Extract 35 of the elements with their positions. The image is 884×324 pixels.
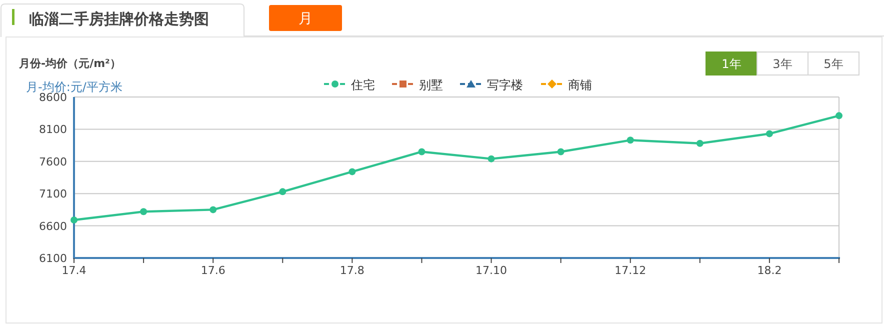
x-tick-label: 17.6 <box>200 264 226 277</box>
point <box>696 140 704 147</box>
point <box>766 130 773 138</box>
text: 5年 <box>824 57 844 71</box>
point <box>836 112 842 120</box>
y-tick-label: 8100 <box>39 123 67 136</box>
chart-title: 临淄二手房挂牌价格走势图 <box>29 10 209 28</box>
x-tick-label: 17.8 <box>340 264 364 277</box>
point <box>488 155 495 162</box>
point <box>418 148 426 156</box>
point <box>348 168 356 176</box>
y-tick-label: 7600 <box>39 155 67 168</box>
y-tick-label: 7100 <box>39 188 67 201</box>
y-axis-title: 月-均价:元/平方米 <box>26 80 122 94</box>
legend-label: 别墅 <box>419 78 443 92</box>
point <box>279 188 286 196</box>
x-tick-label: 17.12 <box>614 264 646 277</box>
x-tick-label: 18.2 <box>757 264 782 277</box>
point <box>557 148 564 156</box>
text: 3年 <box>772 57 792 71</box>
legend-label: 住宅 <box>350 78 375 92</box>
x-tick-label: 17.10 <box>476 264 508 277</box>
y-tick-label: 8600 <box>39 91 67 104</box>
text: 1年 <box>722 57 742 71</box>
legend-label: 商铺 <box>568 78 592 92</box>
x-tick-label: 17.4 <box>62 264 86 277</box>
text: 月 <box>298 11 312 27</box>
legend-label: 写字楼 <box>487 78 523 92</box>
point <box>140 208 148 216</box>
y-tick-label: 6600 <box>39 220 67 233</box>
point <box>626 136 634 144</box>
chart-subtitle: 月份-均价（元/m²） <box>18 57 121 70</box>
y-tick-label: 6100 <box>39 252 67 265</box>
point <box>70 216 78 224</box>
point <box>210 206 217 214</box>
